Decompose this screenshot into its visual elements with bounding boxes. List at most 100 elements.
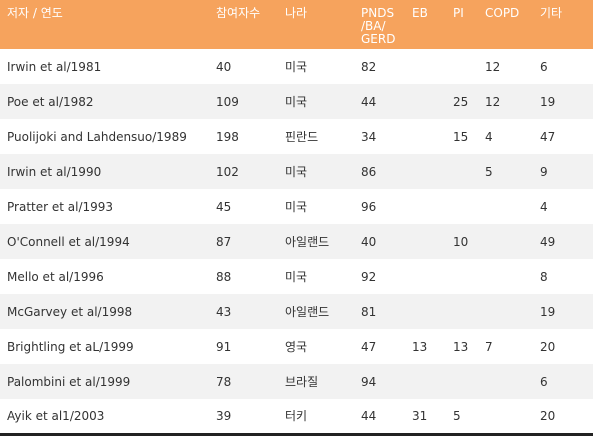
cell-copd: 12 [478, 49, 533, 84]
cell-participants: 40 [209, 49, 278, 84]
cell-pi: 10 [446, 224, 478, 259]
cell-author-year: O'Connell et al/1994 [0, 224, 209, 259]
table-row: Puolijoki and Lahdensuo/1989 198 핀란드 34 … [0, 119, 593, 154]
cell-copd [478, 224, 533, 259]
cell-country: 브라질 [278, 364, 354, 399]
cell-participants: 39 [209, 399, 278, 436]
table-row: Poe et al/1982 109 미국 44 25 12 19 [0, 84, 593, 119]
cell-pnds-ba-gerd: 86 [354, 154, 405, 189]
cell-country: 미국 [278, 154, 354, 189]
cell-copd [478, 189, 533, 224]
cell-pnds-ba-gerd: 94 [354, 364, 405, 399]
cell-author-year: Puolijoki and Lahdensuo/1989 [0, 119, 209, 154]
cell-other: 19 [533, 84, 593, 119]
cell-eb [405, 49, 446, 84]
cell-pnds-ba-gerd: 81 [354, 294, 405, 329]
header-other: 기타 [533, 0, 593, 49]
table-row: Mello et al/1996 88 미국 92 8 [0, 259, 593, 294]
cell-pnds-ba-gerd: 34 [354, 119, 405, 154]
cell-country: 영국 [278, 329, 354, 364]
cell-other: 20 [533, 329, 593, 364]
cell-pnds-ba-gerd: 40 [354, 224, 405, 259]
header-row: 저자 / 연도 참여자수 나라 PNDS/BA/GERD EB PI COPD … [0, 0, 593, 49]
cell-eb [405, 189, 446, 224]
cell-author-year: Pratter et al/1993 [0, 189, 209, 224]
cell-pi: 5 [446, 399, 478, 436]
cell-author-year: Irwin et al/1981 [0, 49, 209, 84]
cell-eb: 13 [405, 329, 446, 364]
table-row: Irwin et al/1981 40 미국 82 12 6 [0, 49, 593, 84]
table-row: Irwin et al/1990 102 미국 86 5 9 [0, 154, 593, 189]
cell-country: 미국 [278, 84, 354, 119]
cell-other: 6 [533, 364, 593, 399]
cell-copd [478, 294, 533, 329]
cell-author-year: Irwin et al/1990 [0, 154, 209, 189]
header-eb: EB [405, 0, 446, 49]
cell-other: 47 [533, 119, 593, 154]
cell-participants: 45 [209, 189, 278, 224]
cell-pnds-ba-gerd: 96 [354, 189, 405, 224]
header-participants: 참여자수 [209, 0, 278, 49]
header-pnds-ba-gerd: PNDS/BA/GERD [354, 0, 405, 49]
header-author-year: 저자 / 연도 [0, 0, 209, 49]
header-pi: PI [446, 0, 478, 49]
cell-pnds-ba-gerd: 44 [354, 84, 405, 119]
cell-country: 미국 [278, 259, 354, 294]
cell-pi: 13 [446, 329, 478, 364]
cell-other: 49 [533, 224, 593, 259]
cell-pnds-ba-gerd: 82 [354, 49, 405, 84]
cell-author-year: Palombini et al/1999 [0, 364, 209, 399]
cell-copd: 12 [478, 84, 533, 119]
cell-copd [478, 399, 533, 436]
table-row: Brightling et aL/1999 91 영국 47 13 13 7 2… [0, 329, 593, 364]
header-country: 나라 [278, 0, 354, 49]
cell-author-year: Brightling et aL/1999 [0, 329, 209, 364]
cell-eb [405, 294, 446, 329]
cell-pi [446, 189, 478, 224]
cell-pnds-ba-gerd: 44 [354, 399, 405, 436]
cell-pi [446, 364, 478, 399]
table-row: McGarvey et al/1998 43 아일랜드 81 19 [0, 294, 593, 329]
cell-pi: 25 [446, 84, 478, 119]
cell-participants: 198 [209, 119, 278, 154]
cell-author-year: Poe et al/1982 [0, 84, 209, 119]
cell-copd [478, 364, 533, 399]
header-copd: COPD [478, 0, 533, 49]
cell-participants: 78 [209, 364, 278, 399]
cell-copd: 4 [478, 119, 533, 154]
cell-copd: 7 [478, 329, 533, 364]
table-row: Ayik et al1/2003 39 터키 44 31 5 20 [0, 399, 593, 436]
cell-copd [478, 259, 533, 294]
cell-country: 터키 [278, 399, 354, 436]
cell-participants: 102 [209, 154, 278, 189]
cell-eb: 31 [405, 399, 446, 436]
cell-other: 9 [533, 154, 593, 189]
cell-participants: 43 [209, 294, 278, 329]
cell-country: 핀란드 [278, 119, 354, 154]
cell-eb [405, 154, 446, 189]
cell-other: 6 [533, 49, 593, 84]
cell-participants: 109 [209, 84, 278, 119]
cell-eb [405, 259, 446, 294]
cell-pi [446, 259, 478, 294]
table-row: Palombini et al/1999 78 브라질 94 6 [0, 364, 593, 399]
cell-other: 20 [533, 399, 593, 436]
cell-pi: 15 [446, 119, 478, 154]
cell-participants: 88 [209, 259, 278, 294]
table-row: Pratter et al/1993 45 미국 96 4 [0, 189, 593, 224]
cell-eb [405, 119, 446, 154]
cell-author-year: Mello et al/1996 [0, 259, 209, 294]
cell-eb [405, 224, 446, 259]
cell-copd: 5 [478, 154, 533, 189]
cell-pi [446, 294, 478, 329]
cell-country: 아일랜드 [278, 294, 354, 329]
cell-author-year: Ayik et al1/2003 [0, 399, 209, 436]
cell-other: 4 [533, 189, 593, 224]
cell-country: 미국 [278, 189, 354, 224]
cell-author-year: McGarvey et al/1998 [0, 294, 209, 329]
cell-participants: 87 [209, 224, 278, 259]
cell-participants: 91 [209, 329, 278, 364]
cell-eb [405, 364, 446, 399]
cell-pnds-ba-gerd: 47 [354, 329, 405, 364]
